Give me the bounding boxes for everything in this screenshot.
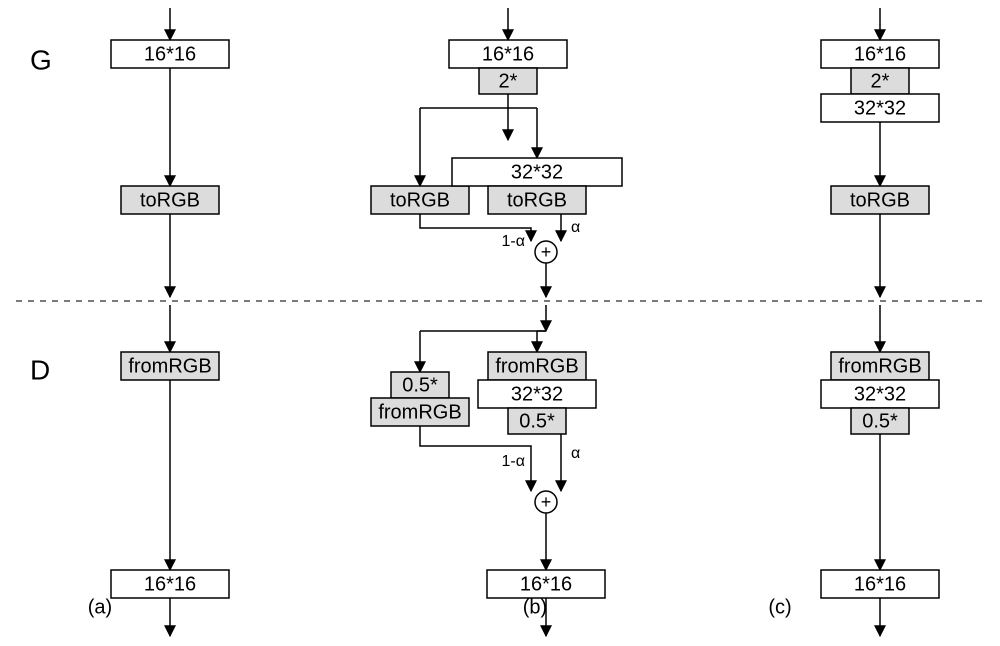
- a-g-torgb-label: toRGB: [140, 189, 200, 211]
- b-d-fromrgb-right-label: fromRGB: [495, 355, 578, 377]
- b-g-2x-label: 2*: [499, 70, 518, 92]
- b-d-05x-left-label: 0.5*: [402, 374, 438, 396]
- a-d-16-label: 16*16: [144, 573, 196, 595]
- sub-label-sub_b: (b): [523, 596, 547, 618]
- c-d-32-label: 32*32: [854, 383, 906, 405]
- b-d-1ma: 1-α: [502, 453, 525, 470]
- b-g-torgb-left-label: toRGB: [390, 189, 450, 211]
- c-d-16-label: 16*16: [854, 573, 906, 595]
- c-g-16-label: 16*16: [854, 43, 906, 65]
- b-g-torgb-right-label: toRGB: [507, 189, 567, 211]
- b-g-16-label: 16*16: [482, 43, 534, 65]
- b-d-16-label: 16*16: [520, 573, 572, 595]
- side-label-G: G: [30, 44, 52, 75]
- b-d-plus-label: +: [541, 492, 552, 512]
- c-d-05x-label: 0.5*: [862, 410, 898, 432]
- b-d-32-label: 32*32: [511, 383, 563, 405]
- c-g-torgb-label: toRGB: [850, 189, 910, 211]
- c-d-fromrgb-label: fromRGB: [838, 355, 921, 377]
- a-d-fromrgb-label: fromRGB: [128, 355, 211, 377]
- b-g-1ma: 1-α: [502, 233, 525, 250]
- c-g-32-label: 32*32: [854, 97, 906, 119]
- b-g-plus-label: +: [541, 242, 552, 262]
- b-d-fromrgb-left-label: fromRGB: [378, 401, 461, 423]
- b-d-alpha: α: [571, 445, 580, 462]
- sub-label-sub_a: (a): [88, 596, 112, 618]
- b-d-05x-right-label: 0.5*: [519, 410, 555, 432]
- b-g-alpha: α: [571, 219, 580, 236]
- a-g-16-label: 16*16: [144, 43, 196, 65]
- c-g-2x-label: 2*: [871, 70, 890, 92]
- side-label-D: D: [30, 354, 50, 385]
- b-g-32-label: 32*32: [511, 161, 563, 183]
- sub-label-sub_c: (c): [768, 596, 791, 618]
